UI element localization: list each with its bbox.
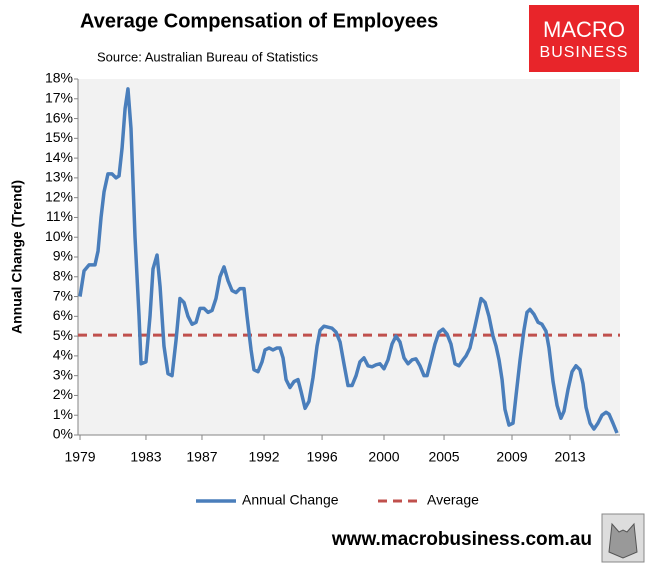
- y-tick-label: 6%: [53, 307, 73, 323]
- y-tick-label: 7%: [53, 287, 73, 303]
- wolf-icon: [601, 513, 645, 563]
- y-tick-label: 16%: [45, 109, 73, 125]
- y-tick-label: 10%: [45, 228, 73, 244]
- y-tick-label: 15%: [45, 129, 73, 145]
- y-axis-title: Annual Change (Trend): [9, 180, 25, 334]
- logo: MACRO BUSINESS: [529, 5, 639, 72]
- y-tick-label: 1%: [53, 406, 73, 422]
- x-tick-label: 2013: [554, 449, 585, 465]
- data-line: [78, 87, 619, 434]
- y-tick-label: 0%: [53, 426, 73, 442]
- y-tick-label: 4%: [53, 347, 73, 363]
- y-tick-label: 5%: [53, 327, 73, 343]
- chart-subtitle: Source: Australian Bureau of Statistics: [97, 49, 319, 64]
- y-tick-label: 12%: [45, 188, 73, 204]
- logo-box: [529, 5, 639, 72]
- legend-label: Annual Change: [242, 492, 339, 508]
- x-tick-label: 1992: [248, 449, 279, 465]
- icon-shape: [608, 522, 638, 559]
- y-tick-label: 8%: [53, 267, 73, 283]
- logo-text: BUSINESS: [540, 44, 629, 61]
- x-tick-label: 2000: [368, 449, 399, 465]
- y-tick-label: 18%: [45, 70, 73, 86]
- y-tick-label: 14%: [45, 149, 73, 165]
- y-tick-label: 9%: [53, 248, 73, 264]
- chart-title: Average Compensation of Employees: [80, 10, 438, 32]
- y-tick-label: 11%: [46, 208, 73, 224]
- x-tick-label: 1979: [64, 449, 95, 465]
- logo-text: MACRO: [543, 17, 625, 42]
- y-tick-label: 3%: [53, 366, 73, 382]
- legend-label: Average: [427, 492, 479, 508]
- footer: www.macrobusiness.com.au: [331, 529, 592, 550]
- x-tick-label: 1996: [306, 449, 337, 465]
- legend: Annual Change Average: [196, 492, 479, 508]
- y-tick-label: 13%: [45, 169, 73, 185]
- y-tick-label: 17%: [45, 89, 73, 105]
- x-tick-label: 2005: [428, 449, 459, 465]
- x-tick-label: 1987: [186, 449, 217, 465]
- x-tick-label: 2009: [496, 449, 527, 465]
- x-tick-label: 1983: [130, 449, 161, 465]
- y-tick-label: 2%: [53, 386, 73, 402]
